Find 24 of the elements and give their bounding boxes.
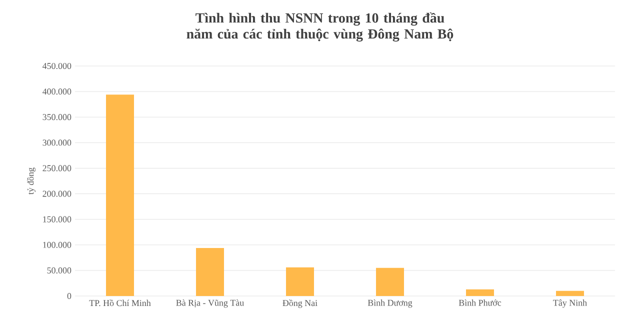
y-tick-label: 150.000 bbox=[43, 216, 72, 222]
bar bbox=[196, 248, 224, 296]
x-tick-label: TP. Hồ Chí Minh bbox=[89, 300, 151, 306]
x-tick-label: Bà Rịa - Vũng Tàu bbox=[176, 300, 244, 308]
bar bbox=[466, 289, 494, 296]
x-tick-label: Tây Ninh bbox=[553, 300, 587, 308]
bar bbox=[286, 267, 314, 296]
y-tick-label: 300.000 bbox=[42, 140, 72, 146]
x-tick-label: Bình Dương bbox=[368, 300, 412, 308]
y-tick-label: 450.000 bbox=[42, 62, 72, 70]
y-tick-label: 100.000 bbox=[43, 242, 72, 248]
x-tick-label: Bình Phước bbox=[458, 300, 502, 306]
bar bbox=[106, 94, 134, 296]
bar bbox=[376, 268, 404, 296]
x-tick-label: Đồng Nai bbox=[282, 300, 318, 308]
chart-title: Tình hình thu NSNN trong 10 tháng đầu năm của các tỉnh thuộc vùng Đông Nam Bộ bbox=[186, 12, 454, 42]
y-tick-label: 0 bbox=[67, 292, 72, 300]
bar bbox=[556, 290, 584, 296]
y-tick-label: 250.000 bbox=[42, 165, 72, 172]
y-tick-label: 200.000 bbox=[42, 190, 72, 197]
y-axis-title: tỷ đồng bbox=[27, 168, 36, 194]
y-tick-label: 350.000 bbox=[42, 114, 72, 120]
y-tick-label: 50.000 bbox=[47, 267, 72, 274]
y-tick-label: 400.000 bbox=[42, 88, 72, 95]
